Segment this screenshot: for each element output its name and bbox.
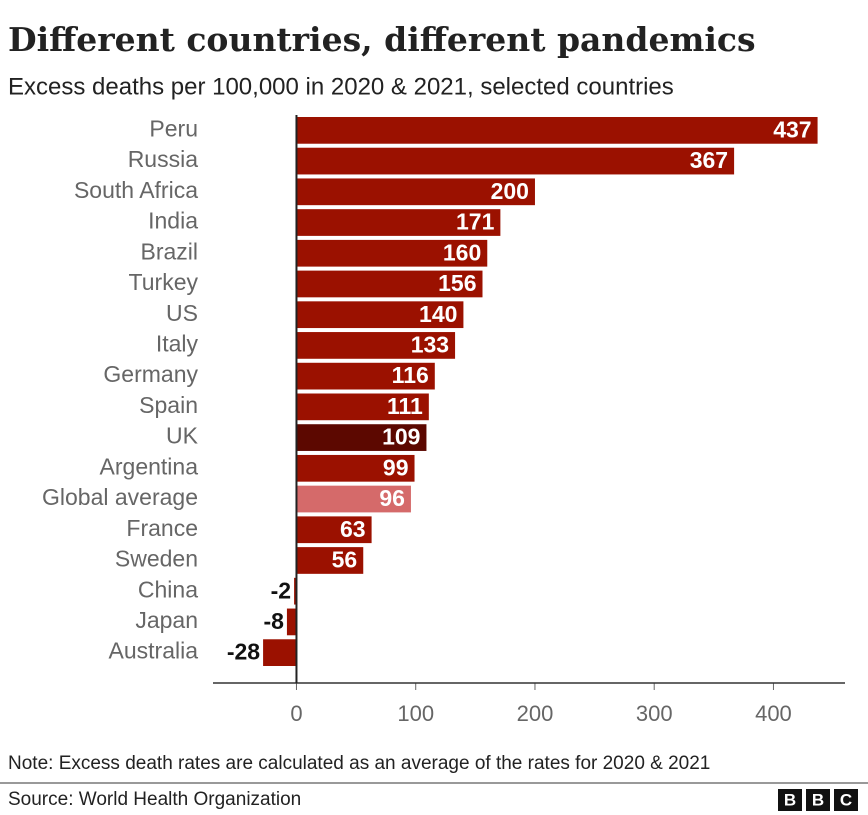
x-tick-label: 200 [517, 701, 554, 726]
logo-box [834, 789, 858, 811]
bar [296, 485, 411, 513]
bar [296, 270, 483, 298]
value-label: 437 [773, 116, 811, 142]
bar [296, 454, 415, 482]
y-tick-label: Germany [103, 361, 198, 387]
chart-subtitle: Excess deaths per 100,000 in 2020 & 2021… [8, 73, 674, 100]
bar [296, 117, 818, 144]
value-label: 96 [379, 485, 405, 511]
y-tick-label: Spain [139, 392, 198, 418]
bar [263, 639, 297, 666]
value-label: -8 [263, 608, 284, 634]
y-tick-label: US [166, 300, 198, 326]
y-tick-label: Sweden [115, 546, 198, 572]
logo-box [806, 789, 830, 811]
y-tick-label: Global average [42, 484, 198, 510]
bar [286, 608, 297, 636]
chart-title: Different countries, different pandemics [8, 20, 756, 59]
note: Note: Excess death rates are calculated … [8, 753, 710, 774]
y-tick-label: UK [166, 423, 199, 449]
y-tick-label: Argentina [100, 453, 199, 479]
logo-letter: B [812, 790, 824, 809]
source: Source: World Health Organization [8, 789, 301, 810]
bar [296, 332, 456, 359]
y-tick-label: South Africa [74, 177, 198, 203]
value-label: 109 [382, 424, 420, 450]
bar [296, 239, 488, 267]
bar [296, 362, 435, 390]
logo-letter: C [840, 790, 852, 809]
bar [296, 178, 535, 206]
bar [296, 209, 501, 236]
value-label: 111 [387, 393, 423, 419]
value-label: 156 [438, 270, 476, 296]
value-label: -28 [227, 639, 260, 665]
logo-letter: B [784, 790, 796, 809]
y-tick-label: Brazil [140, 238, 198, 264]
bar [296, 147, 735, 175]
x-tick-label: 0 [290, 701, 302, 726]
y-tick-label: Peru [149, 115, 198, 141]
y-tick-label: Italy [156, 330, 199, 356]
bar [294, 577, 297, 605]
bar [296, 547, 364, 574]
value-label: 160 [443, 239, 481, 265]
y-tick-label: Australia [109, 638, 199, 664]
value-label: 171 [456, 209, 495, 235]
value-label: 200 [491, 178, 529, 204]
x-tick-label: 400 [755, 701, 792, 726]
y-tick-label: France [126, 515, 198, 541]
value-label: 367 [690, 147, 728, 173]
bar [296, 393, 429, 421]
value-label: 63 [340, 516, 366, 542]
y-tick-label: Russia [128, 146, 199, 172]
x-tick-label: 300 [636, 701, 673, 726]
value-label: 56 [332, 547, 358, 573]
value-label: -2 [271, 577, 291, 603]
value-label: 133 [411, 331, 449, 357]
x-tick-label: 100 [397, 701, 434, 726]
y-tick-label: Turkey [129, 269, 199, 295]
bar [296, 301, 464, 329]
y-tick-label: India [148, 208, 198, 234]
value-label: 116 [392, 362, 429, 388]
value-label: 99 [383, 454, 409, 480]
logo-box [778, 789, 802, 811]
y-tick-label: China [138, 576, 198, 602]
y-tick-label: Japan [135, 607, 198, 633]
bar [296, 424, 427, 451]
bar [296, 516, 372, 544]
value-label: 140 [419, 301, 457, 327]
